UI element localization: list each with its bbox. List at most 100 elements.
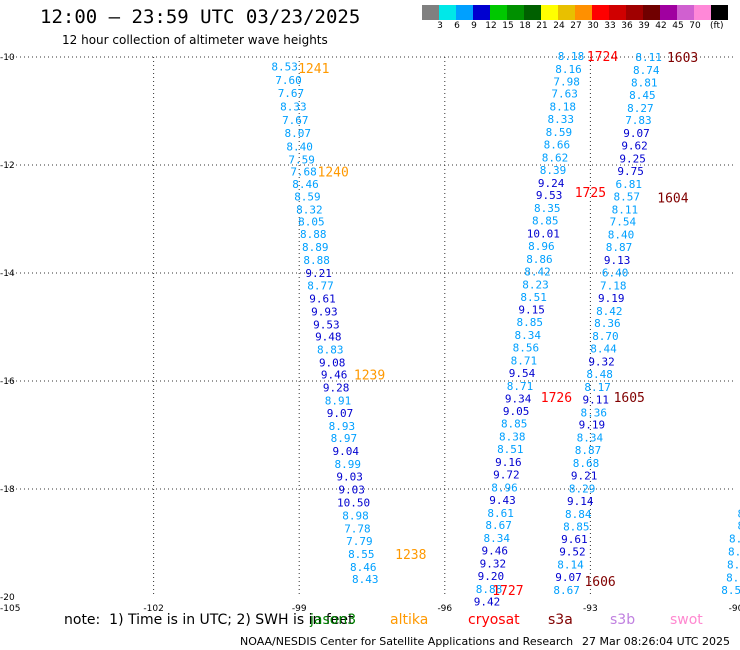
pass-time-label: 1238 [395,548,426,563]
mission-label-jason3: jason3 [310,612,357,628]
legend-swatch [609,5,626,20]
swh-point: 8.68 [573,457,600,470]
x-tick-label: -96 [437,604,452,614]
swh-point: 7.68 [290,165,317,178]
swh-point: 8.05 [298,216,325,229]
swh-point: 8.93 [329,420,356,433]
swh-point: 9.19 [598,292,625,305]
grid-lines [8,56,736,597]
swh-point: 8.55 [348,548,375,561]
swh-point: 8.87 [575,444,602,457]
swh-point: 8.29 [569,482,596,495]
swh-point: 8.70 [592,330,619,343]
mission-label-altika: altika [390,612,429,628]
swh-point: 9.61 [309,292,336,305]
legend-label: 45 [672,21,684,31]
swh-point: 9.52 [559,546,586,559]
swh-point: 8.40 [608,229,635,242]
swh-point: 8.71 [511,354,538,367]
swh-point: 8.57 [614,190,641,203]
swh-point: 8.42 [596,305,623,318]
legend-label: 12 [485,21,497,31]
x-tick-label: -102 [143,604,163,614]
swh-point: 8.45 [629,89,656,102]
swh-point: 9.08 [319,357,346,370]
swh-point: 9.03 [336,471,363,484]
swh-point: 8.36 [581,406,608,419]
swh-point: 8.86 [526,253,553,266]
swh-point: 8.40 [286,141,313,154]
swh-point: 8.67 [553,584,580,597]
swh-point: 8.96 [528,240,555,253]
x-tick-label: -99 [292,604,307,614]
swh-point: 8.46 [350,561,377,574]
y-tick-label: -12 [0,161,15,171]
swh-point: 9.21 [305,267,332,280]
swh-point: 8.44 [590,343,617,356]
swh-point: 9.24 [538,177,565,190]
swh-point: 8.3 [726,572,740,585]
swh-point: 9.46 [482,545,509,558]
swh-point: 9.53 [536,189,563,202]
swh-point: 8.85 [516,316,543,329]
swh-point: 8.27 [627,102,654,115]
y-tick-label: -20 [0,593,15,603]
swh-point: 8.23 [522,278,549,291]
swh-point: 8.51 [497,443,524,456]
swh-point: 7.54 [610,216,637,229]
swh-point: 9.04 [333,445,360,458]
swh-point: 7.63 [551,88,578,101]
x-tick-label: -90 [729,604,740,614]
mission-label-swot: swot [670,612,703,628]
legend-swatch [575,5,592,20]
swh-point: 8.91 [325,394,352,407]
swh-point: 8.85 [532,215,559,228]
legend-swatch [694,5,711,20]
swh-point: 9.11 [582,393,609,406]
legend-swatch [711,5,728,20]
swh-point: 8.33 [280,101,307,114]
swh-point: 9.75 [617,165,644,178]
swh-point: 9.61 [561,533,588,546]
y-tick-label: -18 [0,485,15,495]
swh-point: 9.07 [327,407,354,420]
swh-point: 8.62 [542,151,569,164]
legend-label: 42 [655,21,667,31]
pass-time-label: 1725 [575,186,606,201]
swh-point: 7.67 [282,114,309,127]
y-tick-label: -10 [0,53,15,63]
swh-point: 9.15 [518,304,545,317]
legend-swatch [422,5,439,20]
axis-ticks: -105 -102 -99 -96 -93 -90 -10 -12 -14 -16 -18 -20 [0,53,740,614]
swh-point: 8.51 [520,291,547,304]
swh-point: 8.33 [548,113,575,126]
time-labels: 1241 1240 1239 1238 1724 1725 1726 1727 1603 1604… [298,50,698,599]
footer-credit: NOAA/NESDIS Center for Satellite Applica… [240,635,574,648]
swh-point: 9.32 [480,558,507,571]
swh-point: 8.85 [563,520,590,533]
swh-point: 9.54 [509,367,536,380]
swh-point: 9.07 [623,127,650,140]
swh-point: 8.67 [485,519,512,532]
swh-point: 8.35 [534,202,561,215]
legend-swatch [473,5,490,20]
mission-label-s3b: s3b [610,612,636,628]
swh-point: 9.72 [493,468,520,481]
pass-time-label: 1239 [354,369,385,384]
swh-point: 9.32 [588,356,615,369]
legend-swatch [592,5,609,20]
swh-point: 8.17 [584,381,611,394]
swh-point: 8.87 [606,241,633,254]
swh-point: 7.67 [278,87,305,100]
swh-point: 9.43 [489,494,516,507]
swh-point: 8.11 [635,51,662,64]
swh-point: 9.53 [313,318,340,331]
swh-point: 8.11 [612,203,639,216]
swh-point: 8.16 [555,63,582,76]
swh-point: 7.98 [553,75,580,88]
swh-point: 8.56 [513,342,540,355]
swh-point: 8.39 [540,164,567,177]
legend-swatch [541,5,558,20]
swh-point: 9.05 [503,405,530,418]
legend-label: 9 [471,21,477,31]
